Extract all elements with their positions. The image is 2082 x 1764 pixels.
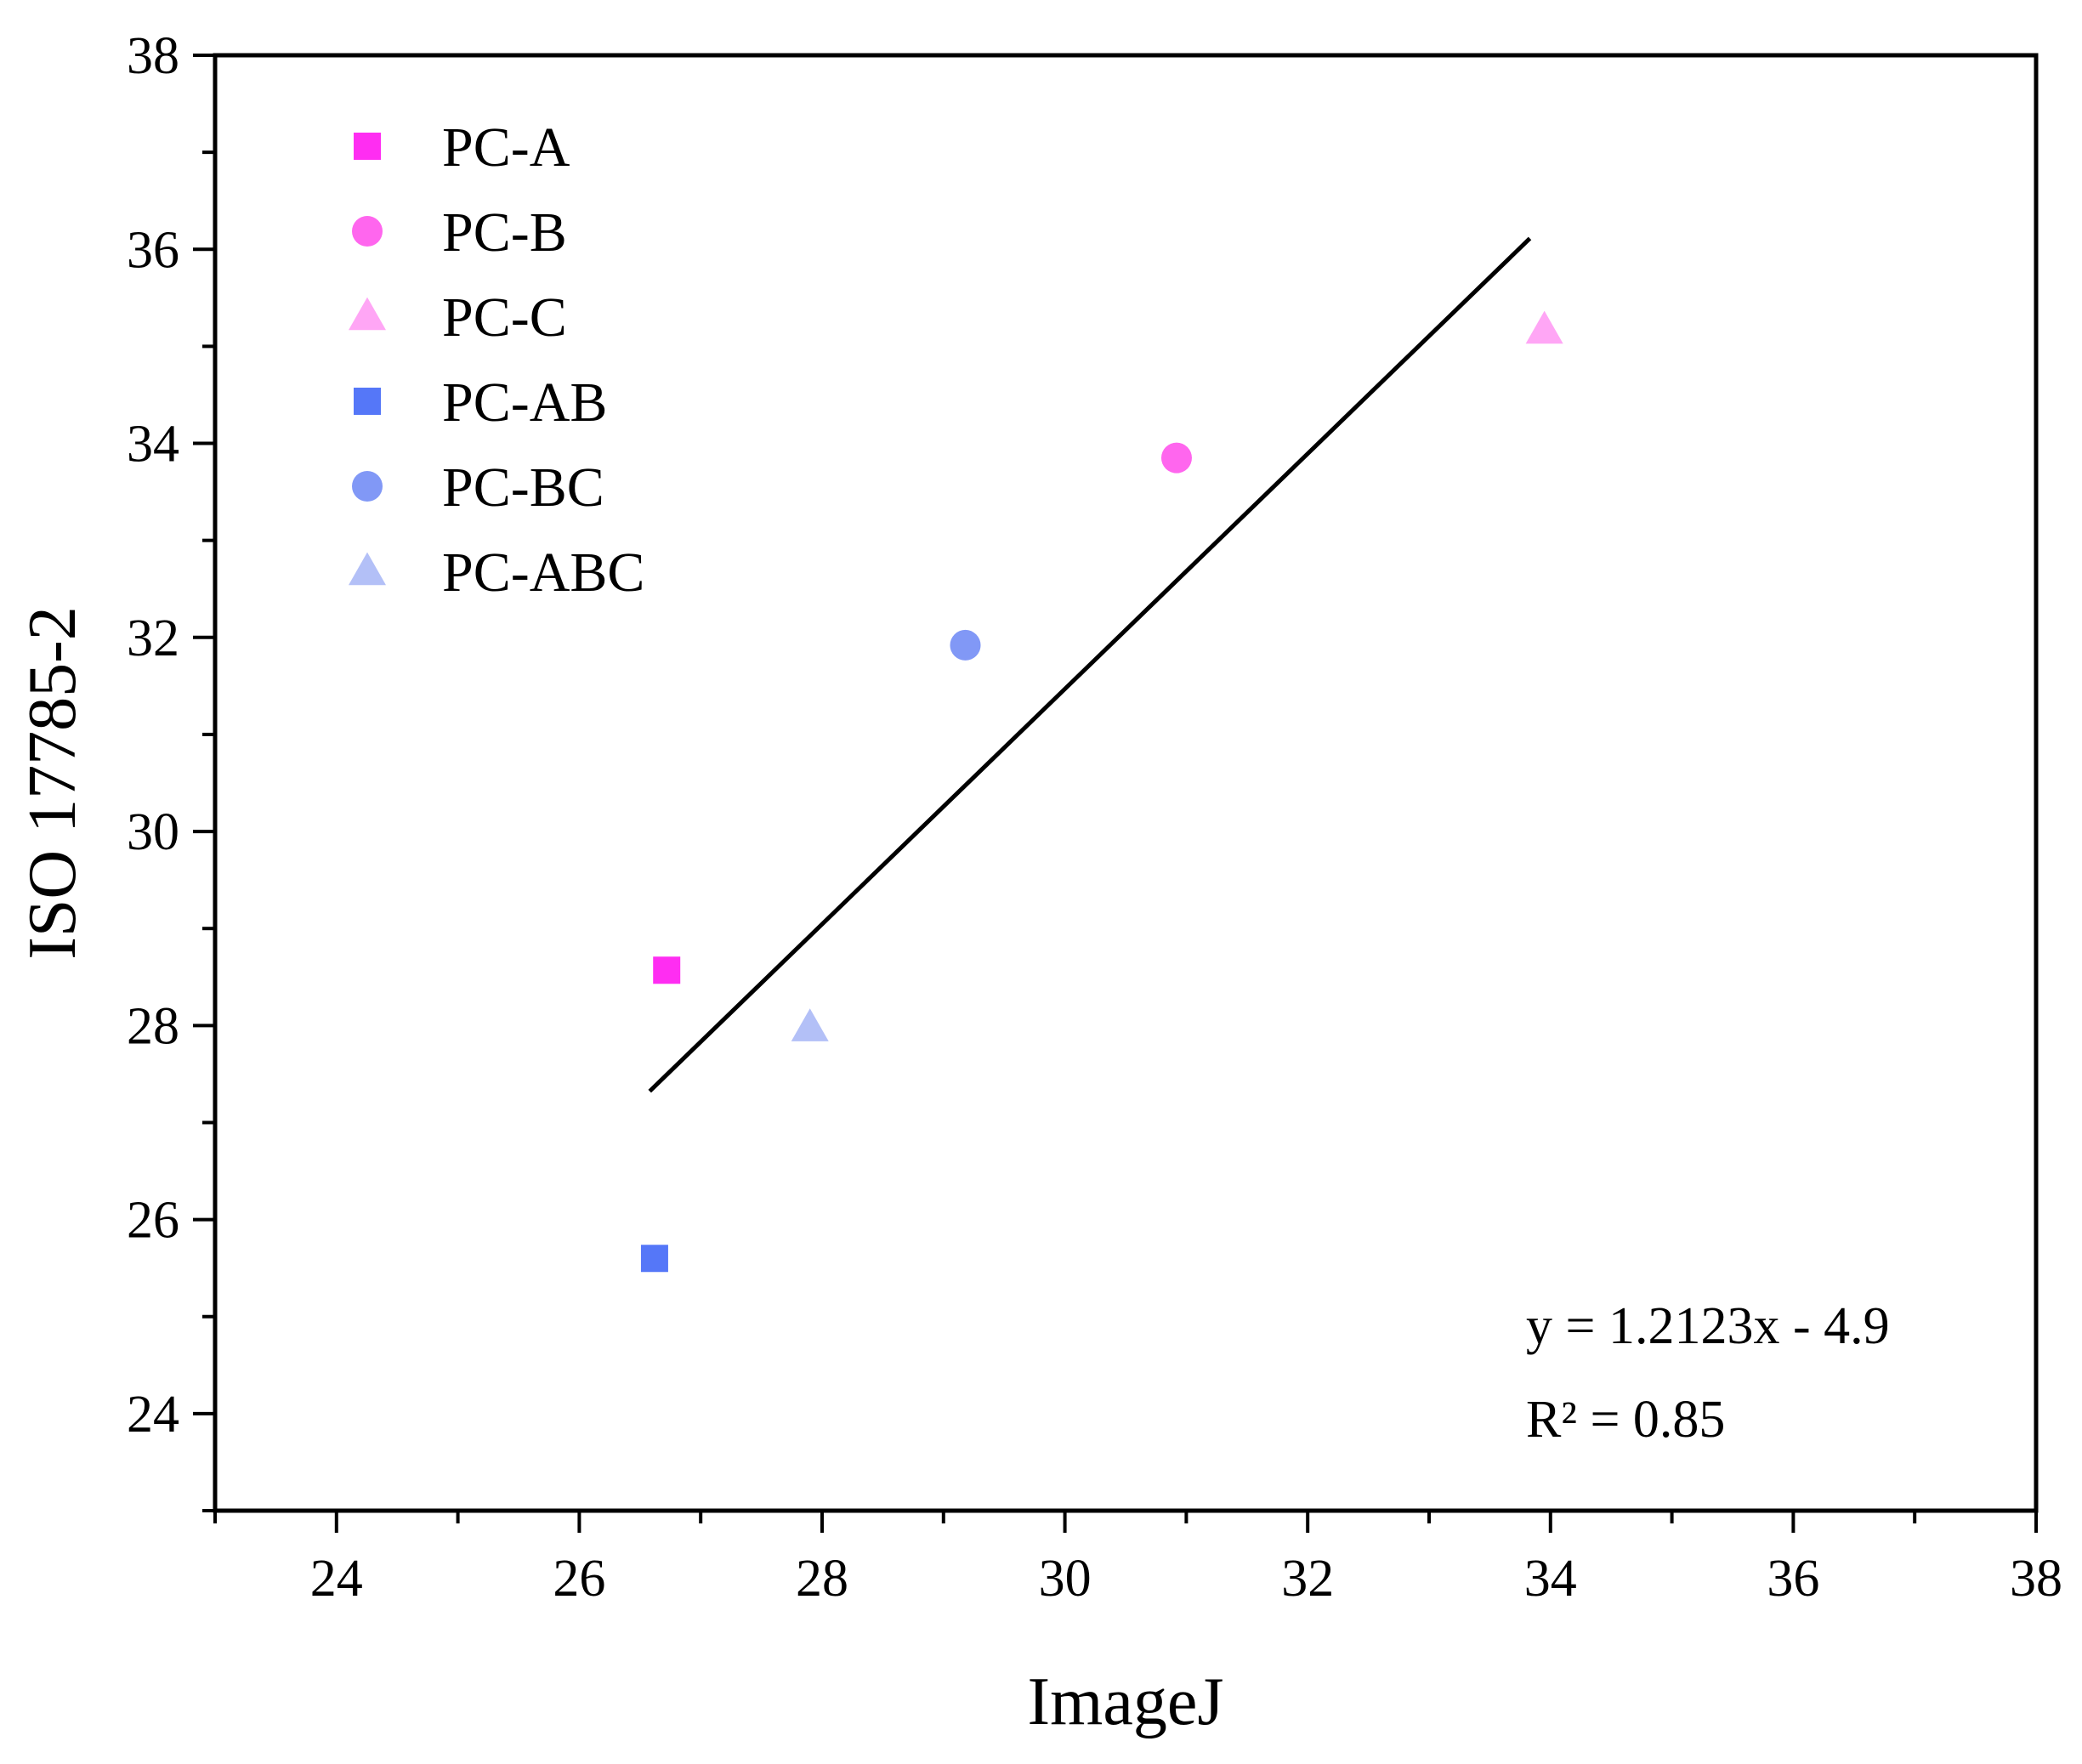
x-tick-label: 26 [553,1550,605,1608]
data-point-pc-ab [640,1245,668,1273]
fit-line [648,236,1532,1093]
legend-marker-pc-a [354,133,381,160]
y-tick-label: 38 [127,27,179,85]
legend-marker-pc-ab [354,388,381,415]
legend-marker-pc-b [352,216,383,247]
tick-labels-layer: 24 26 28 30 32 34 36 38 24 26 28 30 32 34 36 38 [127,27,2062,1608]
x-tick-label: 30 [1039,1550,1092,1608]
legend: PC-A PC-B PC-C PC-AB PC-BC PC-ABC [349,116,644,604]
legend-label-pc-a: PC-A [442,116,570,179]
data-point-pc-c [1525,310,1563,344]
y-axis-label: ISO 17785-2 [15,606,90,960]
legend-marker-pc-c [349,297,386,331]
fit-layer [648,236,1532,1093]
y-tick-label: 24 [127,1386,179,1444]
x-tick-label: 32 [1281,1550,1334,1608]
points-layer [640,310,1563,1273]
y-tick-label: 30 [127,803,179,861]
x-tick-label: 28 [796,1550,848,1608]
plot-frame [213,53,2039,1513]
x-tick-label: 34 [1524,1550,1577,1608]
y-tick-label: 34 [127,416,179,474]
legend-marker-pc-abc [349,552,386,586]
y-tick-label: 28 [127,997,179,1055]
y-tick-label: 36 [127,221,179,279]
data-point-pc-bc [950,629,981,661]
data-point-pc-a [653,956,681,984]
data-point-pc-abc [791,1008,829,1041]
legend-label-pc-bc: PC-BC [442,457,604,519]
y-tick-label: 32 [127,610,179,667]
y-tick-label: 26 [127,1192,179,1250]
r-squared: R² = 0.85 [1526,1391,1725,1449]
x-tick-label: 38 [2010,1550,2062,1608]
legend-label-pc-ab: PC-AB [442,372,607,434]
x-axis-label: ImageJ [1027,1665,1223,1739]
x-tick-label: 24 [310,1550,363,1608]
ticks-layer [193,54,2038,1533]
legend-marker-pc-bc [352,471,383,502]
legend-label-pc-c: PC-C [442,286,567,349]
x-tick-label: 36 [1767,1550,1819,1608]
legend-label-pc-abc: PC-ABC [442,542,644,604]
fit-equation: y = 1.2123x - 4.9 [1526,1297,1890,1355]
data-point-pc-b [1160,442,1192,474]
legend-label-pc-b: PC-B [442,201,567,264]
